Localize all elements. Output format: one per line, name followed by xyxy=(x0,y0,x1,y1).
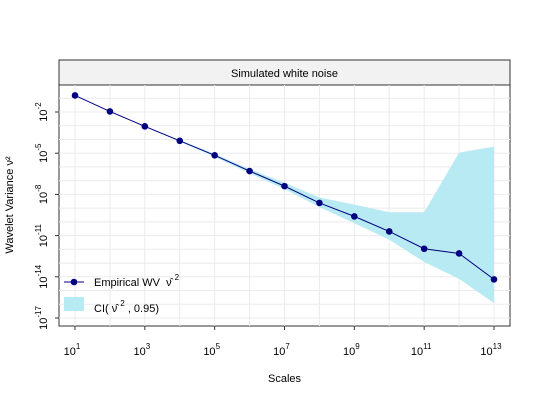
legend-ci-swatch xyxy=(64,297,84,311)
legend-empirical-symbol: ν̂ xyxy=(166,277,174,289)
data-point xyxy=(351,213,358,220)
legend-item-empirical-wv: Empirical WV ν̂ 2 xyxy=(94,273,180,289)
legend-ci-sup: 2 xyxy=(120,299,125,308)
legend-empirical-sup: 2 xyxy=(175,273,180,282)
data-point xyxy=(71,92,79,99)
data-point xyxy=(141,123,149,130)
x-tick-label: 107 xyxy=(273,342,290,358)
data-point xyxy=(106,108,114,115)
legend-point-symbol xyxy=(70,278,78,286)
legend-ci-suffix: , 0.95) xyxy=(128,303,159,315)
data-point xyxy=(246,167,253,175)
legend-ci-prefix: CI( xyxy=(94,303,109,315)
x-tick-label: 109 xyxy=(343,342,360,358)
x-axis: 101 103 105 107 109 1011 1013 xyxy=(64,326,502,358)
data-point xyxy=(316,199,323,207)
chart-title: Simulated white noise xyxy=(231,68,338,80)
legend: Empirical WV ν̂ 2 CI( ν̂ 2 , 0.95) xyxy=(64,273,180,315)
y-axis: 10-2 10-5 10-8 10-11 10-14 10-17 xyxy=(34,102,59,330)
y-tick-label: 10-5 xyxy=(34,143,50,163)
x-axis-label: Scales xyxy=(268,373,302,385)
y-tick-label: 10-2 xyxy=(34,102,50,122)
y-tick-label: 10-11 xyxy=(34,223,50,247)
x-tick-label: 103 xyxy=(133,342,150,358)
legend-item-ci: CI( ν̂ 2 , 0.95) xyxy=(94,297,159,315)
data-point xyxy=(420,245,428,253)
title-strip xyxy=(58,59,511,86)
x-tick-label: 105 xyxy=(203,342,220,358)
data-point xyxy=(455,250,463,257)
data-point xyxy=(211,152,218,159)
y-axis-label: Wavelet Variance ν² xyxy=(4,156,16,254)
x-tick-label: 1013 xyxy=(480,342,502,358)
data-point xyxy=(490,276,498,283)
y-tick-label: 10-17 xyxy=(34,306,50,330)
x-tick-label: 101 xyxy=(64,342,81,358)
x-tick-label: 1011 xyxy=(411,342,432,358)
data-point xyxy=(176,137,184,145)
legend-ci-symbol: ν̂ xyxy=(112,303,120,315)
data-point xyxy=(385,228,393,235)
y-tick-label: 10-14 xyxy=(34,264,50,288)
data-point xyxy=(281,182,288,190)
y-tick-label: 10-8 xyxy=(34,184,50,204)
empirical-wv-points xyxy=(71,92,498,283)
legend-empirical-label: Empirical WV xyxy=(94,277,161,289)
